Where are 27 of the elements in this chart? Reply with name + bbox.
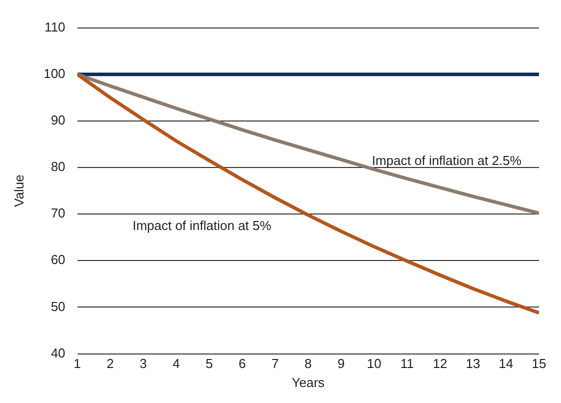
x-tick-label: 3 xyxy=(140,356,147,372)
y-tick-label: 60 xyxy=(50,252,66,268)
y-tick-label: 80 xyxy=(50,159,66,174)
x-tick-label: 9 xyxy=(338,356,345,372)
x-tick-label: 5 xyxy=(206,356,213,372)
y-tick-label: 50 xyxy=(50,298,66,314)
y-tick-label: 110 xyxy=(44,19,66,34)
y-tick-label: 70 xyxy=(50,206,66,221)
annotation: Impact of inflation at 2.5% xyxy=(372,153,522,168)
x-tick-label: 14 xyxy=(498,356,514,372)
y-tick-label: 40 xyxy=(50,345,66,360)
x-tick-label: 4 xyxy=(172,356,180,372)
y-axis-title: Value xyxy=(11,174,26,207)
x-axis-title: Years xyxy=(292,374,326,390)
x-tick-label: 12 xyxy=(432,356,448,372)
x-tick-label: 7 xyxy=(272,356,279,372)
x-tick-label: 15 xyxy=(532,356,546,372)
x-tick-label: 6 xyxy=(238,356,246,372)
x-tick-label: 13 xyxy=(466,356,480,372)
x-tick-label: 2 xyxy=(106,356,114,372)
x-tick-label: 1 xyxy=(74,356,81,372)
y-tick-label: 90 xyxy=(50,112,66,128)
x-tick-label: 8 xyxy=(304,356,312,372)
x-tick-label: 10 xyxy=(366,356,382,372)
y-tick-label: 100 xyxy=(44,66,66,81)
annotation: Impact of inflation at 5% xyxy=(132,218,272,234)
x-tick-label: 11 xyxy=(400,356,414,372)
